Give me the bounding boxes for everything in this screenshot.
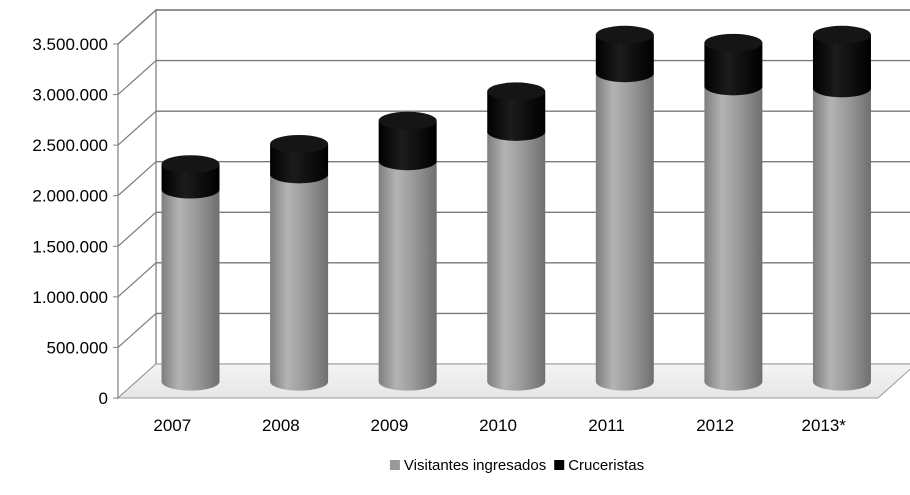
y-tick-label: 1.000.000 [32, 288, 108, 307]
bar-cruceristas-body [161, 164, 220, 199]
legend-label: Cruceristas [568, 457, 644, 474]
bar-cruceristas-top [487, 82, 546, 101]
bar-cruceristas-body [704, 42, 763, 96]
gridline-side [117, 60, 157, 96]
bar-cruceristas-body [270, 143, 329, 184]
y-tick-label: 3.000.000 [32, 86, 108, 105]
gridline-side [117, 211, 157, 247]
bar-cruceristas-top [378, 111, 437, 130]
x-tick-label: 2007 [153, 416, 191, 435]
y-tick-label: 1.500.000 [32, 237, 108, 256]
bar-visitantes [378, 152, 437, 391]
side-wall [117, 8, 157, 400]
x-tick-label: 2009 [371, 416, 409, 435]
bar-cruceristas [161, 155, 220, 199]
x-tick-label: 2010 [479, 416, 517, 435]
bars [161, 25, 871, 391]
bar-cruceristas-body [378, 120, 437, 171]
bar-visitantes-body [595, 73, 654, 391]
bar-cruceristas-body [812, 34, 871, 98]
x-tick-label: 2008 [262, 416, 300, 435]
legend-swatch [554, 460, 565, 470]
x-tick-label: 2013* [801, 416, 846, 435]
gridline-side [117, 9, 157, 45]
legend-label: Visitantes ingresados [404, 457, 546, 474]
gridline-side [117, 161, 157, 197]
bar-cruceristas [595, 25, 654, 83]
bar-visitantes [595, 64, 654, 391]
bar-visitantes-body [378, 161, 437, 391]
bar-cruceristas [487, 82, 546, 141]
bar-cruceristas-top [161, 155, 220, 174]
legend-item: Cruceristas [554, 457, 644, 474]
y-tick-label: 0 [99, 389, 108, 408]
bar-cruceristas [704, 33, 763, 96]
bar-visitantes [161, 180, 220, 391]
bar-cruceristas-top [812, 25, 871, 44]
x-tick-label: 2012 [696, 416, 734, 435]
bar-cruceristas-top [704, 33, 763, 52]
bar-visitantes-body [487, 131, 546, 391]
bar-visitantes-body [270, 174, 329, 391]
bar-cruceristas [270, 134, 329, 184]
y-tick-label: 500.000 [47, 338, 108, 357]
gridline-side [117, 312, 157, 348]
legend: Visitantes ingresados Cruceristas [389, 457, 644, 474]
gridline-side [117, 110, 157, 146]
y-tick-label: 2.000.000 [32, 187, 108, 206]
bar-cruceristas-top [595, 25, 654, 44]
bar-visitantes [487, 122, 546, 391]
gridline-side [117, 262, 157, 298]
bar-visitantes [270, 165, 329, 391]
y-tick-label: 2.500.000 [32, 136, 108, 155]
bar-visitantes-body [812, 88, 871, 391]
x-tick-label: 2011 [588, 416, 625, 435]
bar-cruceristas [378, 111, 437, 171]
bar-cruceristas-top [270, 134, 329, 153]
x-axis-labels: 2007 2008 2009 2010 2011 2012 2013* [153, 416, 846, 435]
bar-visitantes-body [161, 189, 220, 391]
bar-visitantes [704, 77, 763, 391]
legend-swatch [389, 460, 400, 470]
bar-cruceristas-body [487, 91, 546, 141]
y-tick-label: 3.500.000 [32, 35, 108, 54]
bar-visitantes [812, 79, 871, 391]
y-axis: 0 500.000 1.000.000 1.500.000 2.000.000 2.500… [32, 35, 119, 408]
bar-visitantes-body [704, 86, 763, 391]
bar-cruceristas [812, 25, 871, 98]
legend-item: Visitantes ingresados [389, 457, 546, 474]
bar-cruceristas-body [595, 34, 654, 83]
